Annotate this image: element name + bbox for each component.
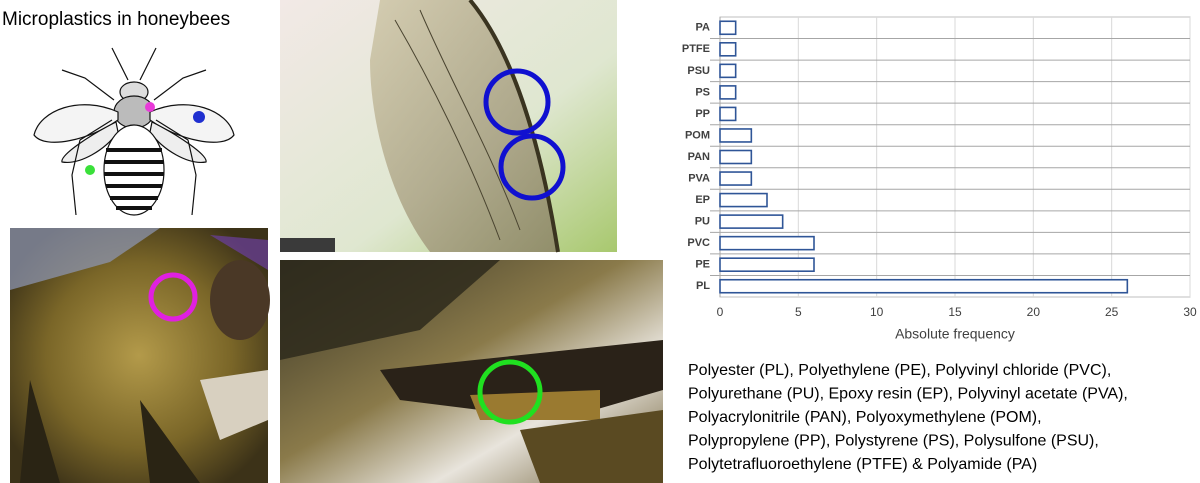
y-tick-label: PTFE: [682, 43, 710, 55]
caption-line: Polypropylene (PP), Polystyrene (PS), Po…: [688, 433, 1099, 450]
thorax-photo: [10, 228, 270, 483]
caption-line: Polyacrylonitrile (PAN), Polyoxymethylen…: [688, 409, 1042, 426]
marker-dot: [85, 165, 95, 175]
bar: [719, 128, 753, 143]
marker-dot: [145, 102, 155, 112]
bar: [719, 278, 1129, 294]
y-tick-label: PVC: [687, 237, 710, 249]
bar-chart: 0 5 10 15 20 25 30 PA PTFE PSU PS PP POM PAN PVA EP PU PV…: [682, 16, 1197, 342]
caption: Polyester (PL), Polyethylene (PE), Polyv…: [688, 362, 1128, 473]
y-tick-label: PS: [695, 86, 710, 98]
x-tick-label: 20: [1027, 305, 1041, 319]
y-tick-label: PA: [696, 22, 711, 34]
x-tick-label: 5: [795, 305, 802, 319]
caption-line: Polyester (PL), Polyethylene (PE), Polyv…: [688, 362, 1111, 379]
leg-photo: [280, 260, 663, 483]
x-tick-label: 30: [1183, 305, 1197, 319]
x-axis-label: Absolute frequency: [895, 326, 1015, 342]
x-tick-label: 25: [1105, 305, 1119, 319]
y-tick-label: PL: [696, 280, 710, 292]
x-tick-label: 0: [717, 305, 724, 319]
bar: [719, 85, 737, 100]
bee-drawing: [33, 47, 235, 216]
caption-line: Polyurethane (PU), Epoxy resin (EP), Pol…: [688, 386, 1128, 403]
figure-title: Microplastics in honeybees: [2, 9, 230, 30]
bar: [719, 192, 768, 208]
bar: [719, 20, 737, 36]
y-tick-label: PVA: [688, 172, 710, 184]
x-tick-label: 15: [948, 305, 962, 319]
highlight-circle: [483, 68, 551, 136]
caption-line: Polytetrafluoroethylene (PTFE) & Polyami…: [688, 456, 1037, 473]
y-tick-label: PAN: [688, 151, 710, 163]
y-tick-label: PU: [695, 216, 710, 228]
wing-photo: [280, 0, 617, 253]
y-tick-label: PP: [695, 108, 710, 120]
y-tick-label: POM: [685, 129, 710, 141]
marker-dot: [193, 111, 205, 123]
highlight-circle: [148, 272, 198, 322]
y-tick-label: EP: [695, 194, 710, 206]
y-tick-label: PSU: [687, 65, 710, 77]
bar: [719, 257, 815, 272]
highlight-circle: [477, 359, 543, 425]
bar: [719, 171, 753, 186]
x-tick-label: 10: [870, 305, 884, 319]
bar: [719, 42, 737, 57]
highlight-circle: [498, 133, 566, 201]
bar: [719, 235, 815, 251]
bar: [719, 106, 737, 122]
bar: [719, 214, 784, 229]
bar: [719, 149, 753, 165]
bar: [719, 63, 737, 79]
y-tick-label: PE: [695, 259, 710, 271]
